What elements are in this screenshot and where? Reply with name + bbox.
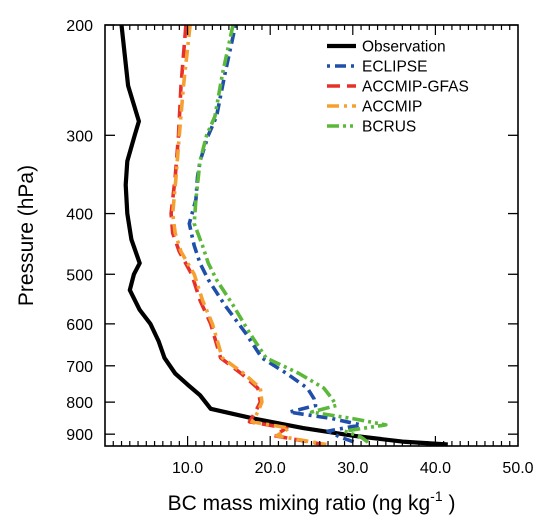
legend-label: ACCMIP bbox=[362, 99, 422, 116]
legend-label: Observation bbox=[362, 39, 446, 56]
y-tick-label: 900 bbox=[66, 427, 93, 444]
legend-label: BCRUS bbox=[362, 119, 416, 136]
series-line-observation bbox=[119, 24, 448, 447]
y-tick-label: 400 bbox=[66, 207, 93, 224]
legend-label: ACCMIP-GFAS bbox=[362, 79, 469, 96]
x-tick-label: 20.0 bbox=[255, 460, 286, 477]
y-tick-label: 600 bbox=[66, 317, 93, 334]
legend: Observation ECLIPSE ACCMIP-GFAS ACCMIP BCRUS bbox=[327, 39, 469, 136]
y-tick-label: 800 bbox=[66, 395, 93, 412]
x-axis-title-main: BC mass mixing ratio (ng kg bbox=[168, 492, 431, 515]
legend-label: ECLIPSE bbox=[362, 59, 427, 76]
y-axis-title: Pressure (hPa) bbox=[15, 165, 38, 306]
y-tick-label: 200 bbox=[66, 18, 93, 35]
y-tick-label: 300 bbox=[66, 128, 93, 145]
x-tick-label: 50.0 bbox=[502, 460, 533, 477]
x-tick-label: 30.0 bbox=[337, 460, 368, 477]
plot-lines bbox=[119, 24, 448, 447]
series-line-accmip-gfas bbox=[169, 24, 325, 447]
y-tick-label: 700 bbox=[66, 359, 93, 376]
x-axis-title: BC mass mixing ratio (ng kg-1 ) bbox=[168, 488, 456, 515]
y-tick-label: 500 bbox=[66, 267, 93, 284]
series-line-bcrus bbox=[192, 24, 388, 445]
x-tick-label: 10.0 bbox=[172, 460, 203, 477]
x-axis-title-end: ) bbox=[443, 492, 456, 515]
axis-ticks: 10.0 20.0 30.0 40.0 50.0 200 300 400 500 600 700 80… bbox=[66, 18, 533, 477]
x-axis-title-superscript: -1 bbox=[430, 488, 443, 504]
series-line-accmip bbox=[170, 24, 327, 447]
x-tick-label: 40.0 bbox=[420, 460, 451, 477]
